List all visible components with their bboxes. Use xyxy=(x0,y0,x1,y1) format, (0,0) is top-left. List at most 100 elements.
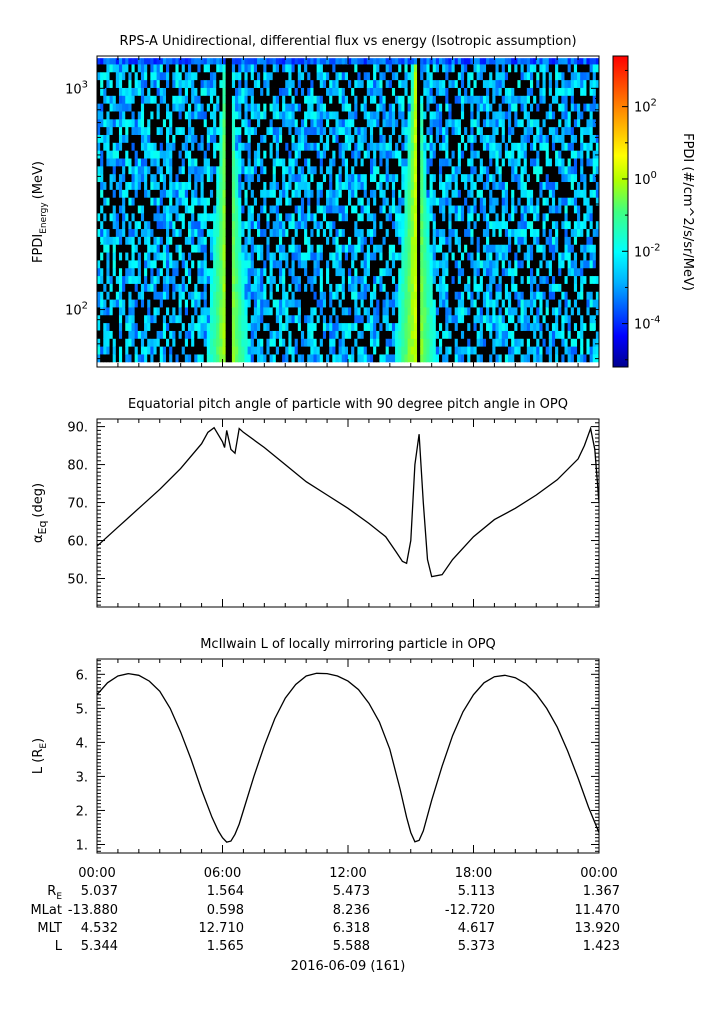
heatmap-cell xyxy=(269,354,274,363)
heatmap-cell xyxy=(291,346,296,355)
heatmap-cell xyxy=(118,150,123,159)
heatmap-cell xyxy=(244,181,248,190)
heatmap-cell xyxy=(300,79,305,88)
heatmap-cell xyxy=(269,236,274,245)
heatmap-cell xyxy=(404,338,409,347)
heatmap-cell xyxy=(348,220,352,230)
heatmap-cell xyxy=(206,103,211,112)
heatmap-cell xyxy=(115,103,120,112)
heatmap-cell xyxy=(451,354,456,363)
heatmap-cell xyxy=(341,220,346,230)
heatmap-cell xyxy=(169,212,173,222)
heatmap-cell xyxy=(263,158,267,167)
heatmap-cell xyxy=(457,299,462,308)
heatmap-cell xyxy=(366,58,371,65)
heatmap-cell xyxy=(178,142,183,151)
heatmap-cell xyxy=(382,307,387,316)
heatmap-cell xyxy=(329,244,333,253)
heatmap-cell xyxy=(257,307,261,316)
heatmap-cell xyxy=(438,165,443,175)
heatmap-cell xyxy=(181,126,186,135)
heatmap-cell xyxy=(445,79,449,88)
heatmap-cell xyxy=(100,158,104,167)
heatmap-cell xyxy=(231,58,236,65)
heatmap-cell xyxy=(316,228,321,237)
heatmap-cell xyxy=(351,314,355,324)
heatmap-cell xyxy=(398,307,402,316)
heatmap-cell xyxy=(263,118,267,128)
heatmap-cell xyxy=(348,165,352,175)
heatmap-cell xyxy=(244,205,248,214)
heatmap-cell xyxy=(125,58,129,65)
heatmap-cell xyxy=(467,354,471,363)
heatmap-cell xyxy=(272,354,277,363)
heatmap-cell xyxy=(379,291,383,300)
heatmap-cell xyxy=(420,260,424,269)
heatmap-cell xyxy=(260,134,264,143)
heatmap-cell xyxy=(464,267,468,277)
heatmap-cell xyxy=(369,252,374,261)
heatmap-cell xyxy=(225,118,230,128)
heatmap-cell xyxy=(291,134,296,143)
heatmap-cell xyxy=(329,307,333,316)
heatmap-cell xyxy=(266,267,270,277)
heatmap-cell xyxy=(489,79,493,88)
heatmap-cell xyxy=(137,205,142,214)
heatmap-cell xyxy=(313,87,318,96)
heatmap-cell xyxy=(310,283,314,292)
heatmap-cell xyxy=(247,95,252,104)
heatmap-cell xyxy=(162,189,167,198)
heatmap-cell xyxy=(310,346,314,355)
heatmap-cell xyxy=(438,275,443,284)
heatmap-cell xyxy=(144,150,148,159)
heatmap-cell xyxy=(495,322,499,331)
heatmap-cell xyxy=(351,291,355,300)
heatmap-cell xyxy=(448,299,452,308)
heatmap-cell xyxy=(464,111,468,120)
heatmap-cell xyxy=(128,111,132,120)
heatmap-cell xyxy=(432,126,437,135)
heatmap-cell xyxy=(360,95,365,104)
heatmap-cell xyxy=(438,103,443,112)
heatmap-cell xyxy=(166,205,170,214)
heatmap-cell xyxy=(285,150,289,159)
heatmap-cell xyxy=(235,220,239,230)
heatmap-cell xyxy=(235,197,239,206)
heatmap-cell xyxy=(140,252,145,261)
heatmap-cell xyxy=(307,118,311,128)
heatmap-cell xyxy=(382,126,387,135)
heatmap-cell xyxy=(332,322,336,331)
heatmap-cell xyxy=(423,283,427,292)
heatmap-cell xyxy=(460,158,465,167)
heatmap-cell xyxy=(175,291,179,300)
heatmap-cell xyxy=(341,71,346,81)
heatmap-cell xyxy=(134,299,139,308)
heatmap-cell xyxy=(257,244,261,253)
heatmap-cell xyxy=(213,267,217,277)
heatmap-cell xyxy=(344,79,349,88)
heatmap-cell xyxy=(235,173,239,183)
heatmap-cell xyxy=(134,87,139,96)
heatmap-cell xyxy=(285,267,289,277)
heatmap-cell xyxy=(269,189,274,198)
heatmap-cell xyxy=(291,299,296,308)
heatmap-cell xyxy=(112,291,117,300)
heatmap-cell xyxy=(489,165,493,175)
heatmap-cell xyxy=(470,354,474,363)
heatmap-cell xyxy=(445,220,449,230)
heatmap-cell xyxy=(272,87,277,96)
heatmap-cell xyxy=(329,79,333,88)
heatmap-cell xyxy=(260,118,264,128)
heatmap-cell xyxy=(156,118,161,128)
heatmap-cell xyxy=(401,322,405,331)
heatmap-cell xyxy=(344,330,349,339)
heatmap-cell xyxy=(263,142,267,151)
heatmap-cell xyxy=(187,346,192,355)
heatmap-cell xyxy=(489,197,493,206)
heatmap-cell xyxy=(404,165,409,175)
heatmap-cell xyxy=(191,181,195,190)
heatmap-cell xyxy=(272,244,277,253)
heatmap-cell xyxy=(338,95,343,104)
heatmap-cell xyxy=(175,165,179,175)
heatmap-cell xyxy=(360,354,365,363)
